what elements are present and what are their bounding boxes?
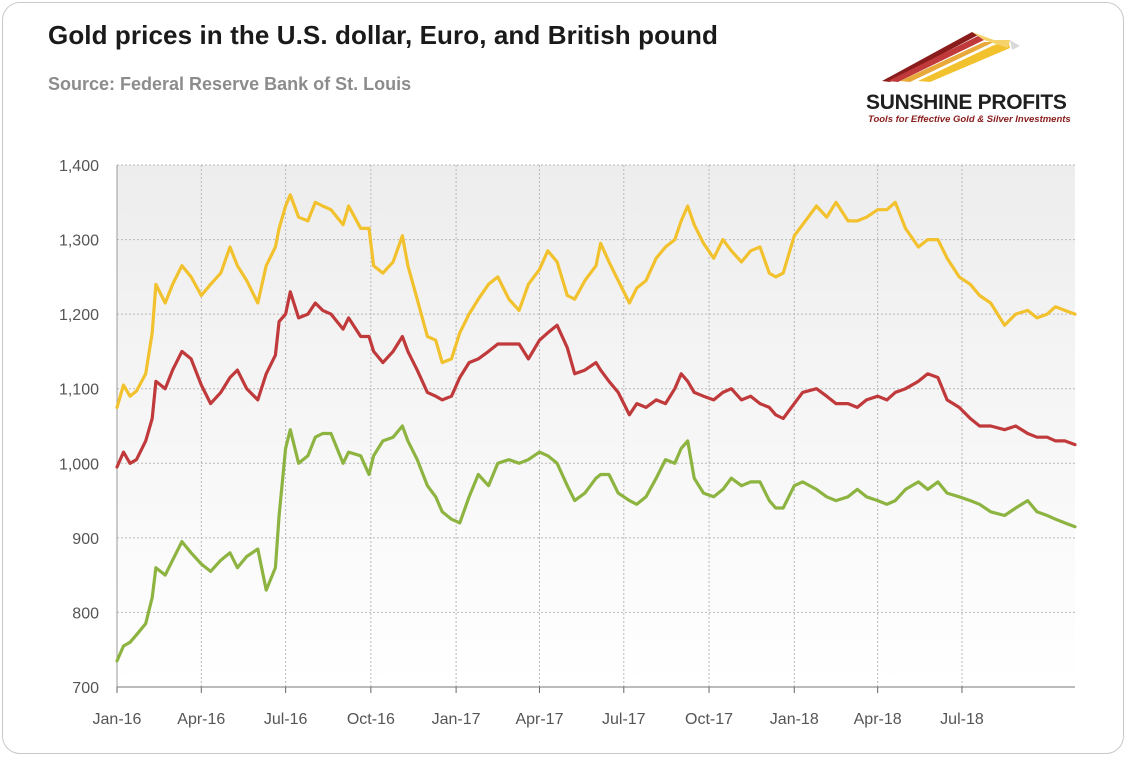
- series-line-gbp: [115, 424, 1077, 663]
- x-tick-label: Oct-16: [347, 711, 395, 728]
- x-tick-label: Apr-17: [515, 711, 563, 728]
- y-tick-label: 1,100: [59, 382, 99, 399]
- x-tick-label: Jul-16: [264, 711, 308, 728]
- series-line-eur: [115, 290, 1077, 469]
- x-tick-label: Jan-17: [432, 711, 481, 728]
- logo-wordmark: SUNSHINE PROFITS: [866, 91, 1067, 114]
- logo-tagline: Tools for Effective Gold & Silver Invest…: [868, 114, 1071, 125]
- x-tick-label: Jul-17: [602, 711, 646, 728]
- y-tick-label: 900: [72, 531, 99, 548]
- y-tick-label: 800: [72, 605, 99, 622]
- x-tick-label: Jan-18: [770, 711, 819, 728]
- y-tick-label: 700: [72, 680, 99, 697]
- axes: 700 800 900 1,000 1,100 1,200 1,300 1,400 Jan-16…: [59, 158, 1075, 728]
- series-line-usd: [115, 193, 1077, 409]
- x-tick-label: Apr-18: [854, 711, 902, 728]
- chart-subtitle: Source: Federal Reserve Bank of St. Loui…: [48, 74, 412, 94]
- x-tick-label: Jul-18: [940, 711, 984, 728]
- y-tick-label: 1,400: [59, 158, 99, 175]
- x-tick-label: Apr-16: [177, 711, 225, 728]
- gridlines: [116, 164, 1075, 688]
- plot-area: [117, 165, 1075, 687]
- y-tick-label: 1,200: [59, 307, 99, 324]
- x-tick-label: Oct-17: [685, 711, 733, 728]
- chart-title: Gold prices in the U.S. dollar, Euro, an…: [48, 20, 718, 50]
- x-tick-label: Jan-16: [93, 711, 142, 728]
- y-tick-label: 1,000: [59, 456, 99, 473]
- sunshine-profits-logo-icon: [882, 32, 1020, 82]
- series-lines: [115, 193, 1077, 663]
- y-tick-label: 1,300: [59, 233, 99, 250]
